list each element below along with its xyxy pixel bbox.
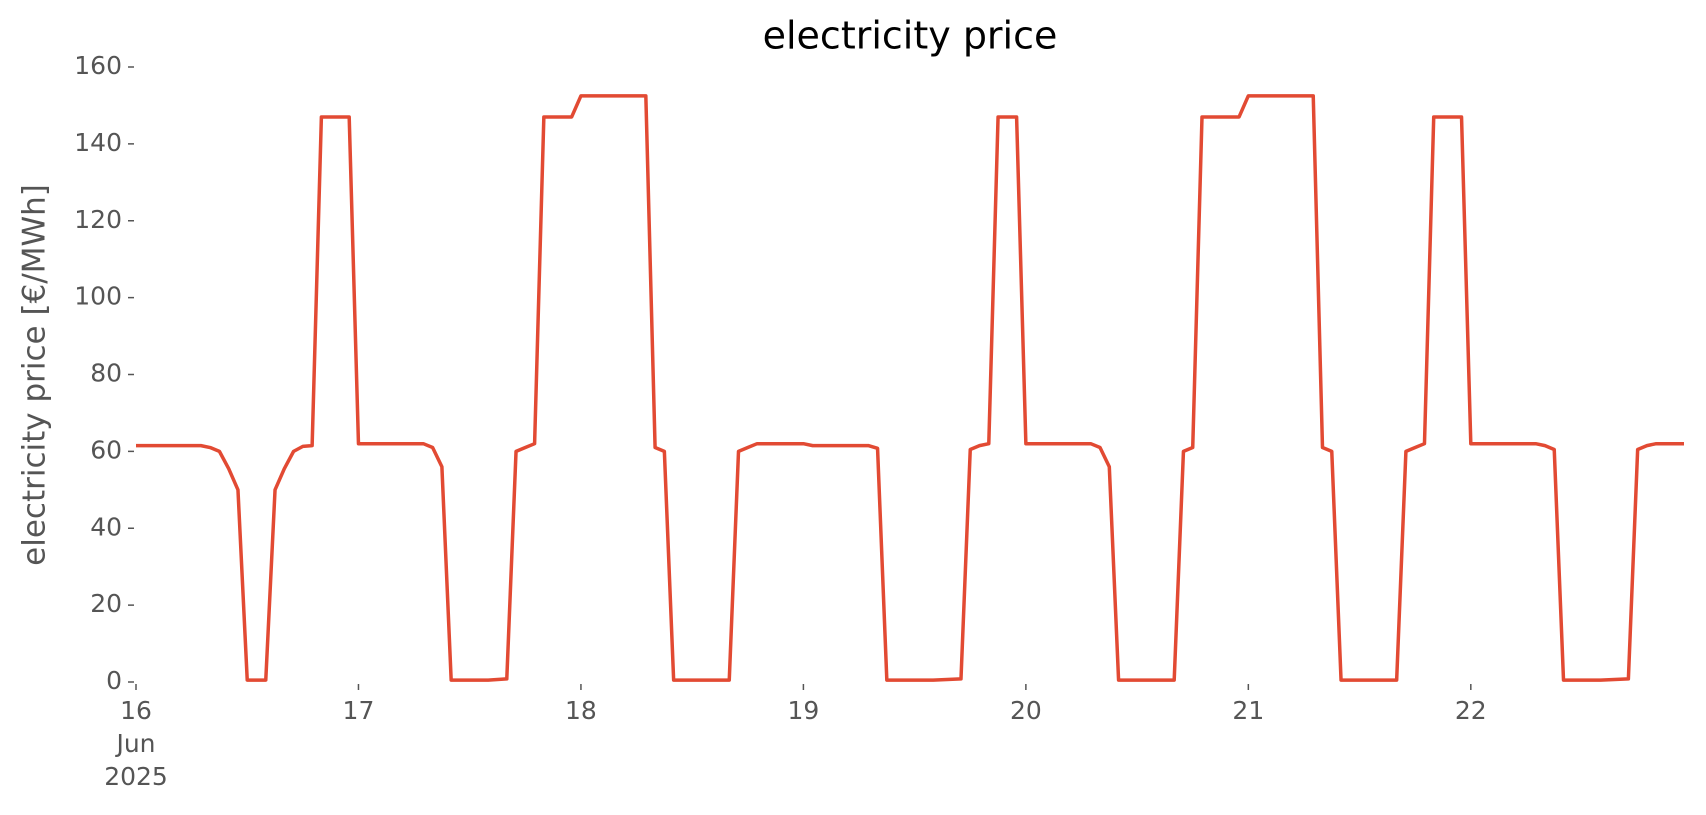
y-tick-label: 100 — [74, 282, 122, 311]
y-tick-label: 40 — [90, 512, 122, 541]
y-tick-label: 160 — [74, 51, 122, 80]
y-tick-label: 20 — [90, 589, 122, 618]
y-tick-label: 80 — [90, 359, 122, 388]
x-tick-label: 22 — [1454, 696, 1487, 725]
x-tick-label: 18 — [565, 696, 597, 725]
x-tick-label: 17 — [342, 696, 375, 725]
x-tick-label: 20 — [1009, 696, 1042, 725]
y-tick-label: 0 — [106, 666, 122, 695]
y-tick-label: 140 — [74, 128, 122, 157]
chart-title: electricity price — [763, 14, 1058, 58]
y-tick-label: 120 — [74, 205, 122, 234]
x-tick-label: 21 — [1232, 696, 1265, 725]
y-axis-label: electricity price [€/MWh] — [17, 184, 53, 566]
x-tick-label: 19 — [787, 696, 820, 725]
price-line — [136, 94, 1684, 682]
x-tick-label: 16 Jun 2025 — [104, 696, 168, 791]
y-tick-label: 60 — [90, 435, 122, 464]
